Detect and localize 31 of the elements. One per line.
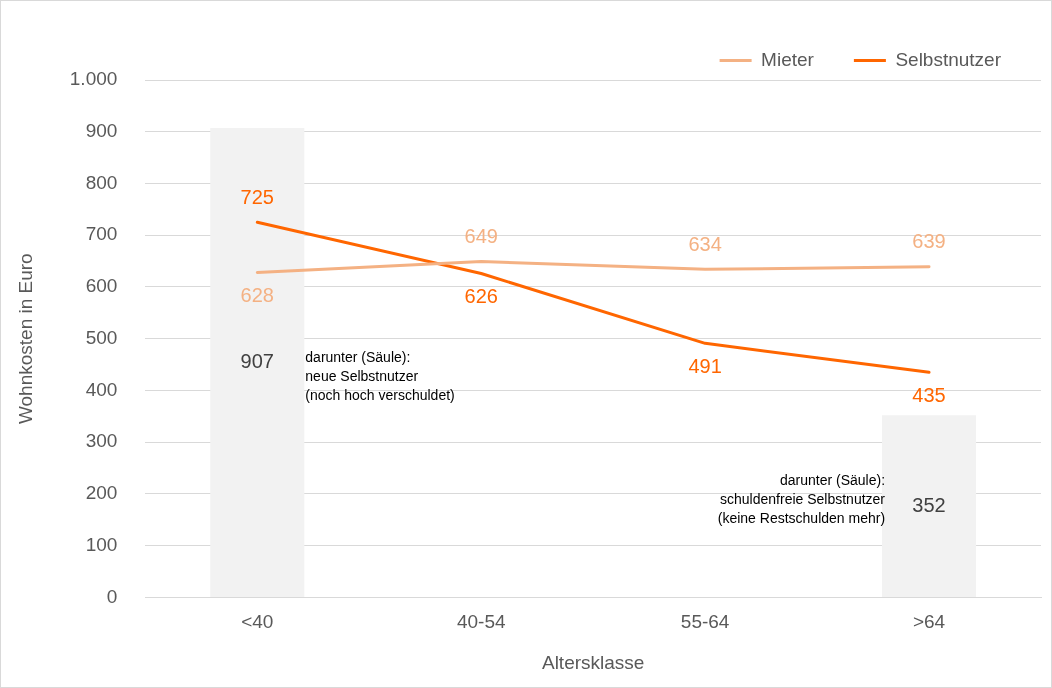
y-tick-label: 1.000 (69, 68, 118, 90)
y-tick-label: 0 (106, 585, 118, 607)
data-label: 725 (240, 185, 274, 208)
y-tick-label: 200 (85, 482, 118, 504)
y-tick-label: 600 (85, 275, 118, 297)
data-label: 907 (240, 350, 274, 373)
data-label: 491 (688, 354, 722, 377)
x-tick-label: 55-64 (680, 611, 730, 633)
data-label: 634 (688, 232, 722, 255)
data-label: 628 (240, 283, 274, 306)
legend-label: Mieter (761, 48, 815, 70)
x-tick-label: <40 (241, 611, 274, 633)
x-tick-label: >64 (912, 611, 946, 633)
legend-label: Selbstnutzer (895, 48, 1002, 70)
y-axis-title: Wohnkosten in Euro (14, 253, 36, 425)
data-label: 649 (464, 225, 498, 248)
x-tick-label: 40-54 (456, 611, 506, 633)
data-label: 352 (912, 493, 946, 516)
y-tick-label: 700 (85, 223, 118, 245)
y-tick-label: 100 (85, 533, 118, 555)
y-tick-label: 300 (85, 430, 118, 452)
y-tick-label: 500 (85, 326, 118, 348)
data-label: 435 (912, 383, 946, 406)
y-tick-label: 900 (85, 119, 118, 141)
y-tick-label: 400 (85, 378, 118, 400)
annotation: darunter (Säule): neue Selbstnutzer (noch hoch verschuldet) (305, 348, 455, 403)
x-axis-title: Altersklasse (541, 651, 645, 673)
annotation: darunter (Säule): schuldenfreie Selbstnutzer (keine Restschulden mehr) (717, 472, 886, 527)
data-label: 626 (464, 285, 498, 308)
data-label: 639 (912, 230, 946, 253)
y-tick-label: 800 (85, 171, 118, 193)
